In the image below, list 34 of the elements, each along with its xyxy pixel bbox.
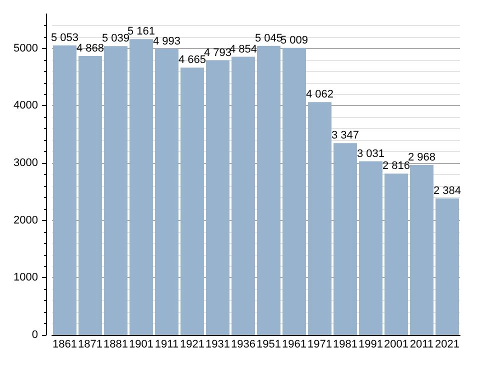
data-label: 4 665 <box>178 54 206 66</box>
data-label: 2 968 <box>408 151 436 164</box>
x-tick-label: 2021 <box>435 338 460 350</box>
x-tick-label: 1931 <box>206 338 230 350</box>
x-tick-label: 1991 <box>358 338 383 350</box>
data-label: 5 053 <box>50 32 79 44</box>
y-tick-label: 3000 <box>14 157 38 170</box>
x-tick-label: 1871 <box>78 338 102 350</box>
y-tick-label: 4000 <box>14 100 38 112</box>
x-tick-label: 1901 <box>129 338 154 350</box>
x-tick-label: 1981 <box>333 338 358 350</box>
y-tick-label: 5000 <box>14 42 38 54</box>
x-tick-label: 1936 <box>231 338 256 350</box>
x-tick-label: 1971 <box>308 338 332 350</box>
data-label: 2 384 <box>433 184 462 197</box>
data-label: 2 816 <box>382 160 410 172</box>
x-tick-label: 1921 <box>180 338 204 350</box>
x-tick-label: 2001 <box>384 338 408 350</box>
x-tick-label: 1951 <box>256 338 281 350</box>
x-tick-label: 1881 <box>104 338 128 350</box>
data-label: 4 062 <box>306 88 334 101</box>
data-label: 3 031 <box>356 148 385 160</box>
data-label: 3 347 <box>331 130 360 142</box>
data-label: 4 993 <box>152 35 181 48</box>
x-tick-label: 1911 <box>154 338 179 350</box>
data-label: 4 793 <box>204 46 232 59</box>
data-label: 4 868 <box>76 42 104 54</box>
data-label: 5 039 <box>102 32 130 45</box>
x-tick-label: 1961 <box>282 338 306 350</box>
x-tick-label: 1861 <box>52 338 77 350</box>
y-tick-label: 2000 <box>14 214 38 226</box>
y-tick-label: 0 <box>32 329 38 341</box>
y-tick-label: 1000 <box>14 272 38 284</box>
x-tick-label: 2011 <box>410 338 434 350</box>
